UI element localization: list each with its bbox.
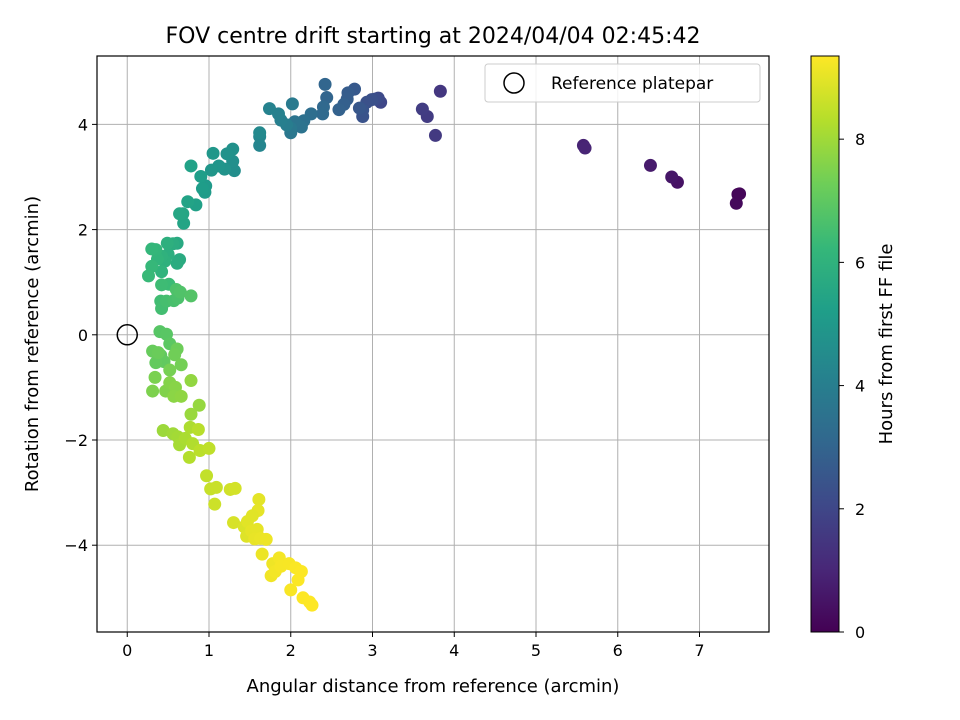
data-point	[228, 481, 242, 495]
data-point	[184, 374, 198, 388]
data-point	[151, 346, 165, 360]
legend-reference-marker	[503, 72, 525, 94]
data-point	[294, 565, 308, 579]
data-point	[318, 77, 332, 91]
colorbar: 0 2 4 6 8 Hours from first FF file	[810, 55, 897, 642]
data-point	[184, 407, 198, 421]
data-point	[332, 103, 346, 117]
data-point	[284, 583, 298, 597]
colorbar-tick-label: 2	[855, 500, 865, 519]
data-point	[191, 422, 205, 436]
y-tick-label: 4	[78, 115, 88, 134]
data-point	[146, 384, 160, 398]
data-point	[148, 370, 162, 384]
data-point	[182, 450, 196, 464]
data-point	[428, 128, 442, 142]
data-point	[253, 126, 267, 140]
colorbar-ticks: 0 2 4 6 8	[839, 130, 865, 642]
reference-platepar-marker	[116, 324, 138, 346]
x-axis-label: Angular distance from reference (arcmin)	[247, 676, 620, 697]
data-point	[173, 285, 187, 299]
colorbar-strip	[810, 55, 840, 633]
x-tick-label: 2	[286, 641, 296, 660]
x-tick-label: 4	[449, 641, 459, 660]
data-point	[433, 84, 447, 98]
data-point	[209, 480, 223, 494]
data-point	[194, 169, 208, 183]
data-points	[116, 77, 747, 612]
data-point	[227, 516, 241, 530]
legend: Reference platepar	[484, 63, 761, 103]
data-point	[170, 256, 184, 270]
colorbar-tick-label: 8	[855, 130, 865, 149]
data-point	[253, 138, 267, 152]
data-point	[220, 147, 234, 161]
grid	[97, 56, 769, 632]
data-point	[316, 107, 330, 121]
chart-title: FOV centre drift starting at 2024/04/04 …	[166, 24, 701, 49]
data-point	[206, 146, 220, 160]
x-tick-label: 6	[613, 641, 623, 660]
y-tick-label: 2	[78, 221, 88, 240]
y-tick-label: −4	[64, 536, 88, 555]
data-point	[155, 265, 169, 279]
y-axis-label: Rotation from reference (arcmin)	[22, 196, 43, 492]
data-point	[145, 242, 159, 256]
data-point	[415, 102, 429, 116]
x-tick-label: 0	[122, 641, 132, 660]
data-point	[192, 398, 206, 412]
data-point	[184, 289, 198, 303]
data-point	[174, 389, 188, 403]
data-point	[195, 182, 209, 196]
colorbar-tick-label: 0	[855, 623, 865, 642]
colorbar-label: Hours from first FF file	[876, 244, 897, 445]
data-point	[181, 195, 195, 209]
data-point	[733, 187, 747, 201]
data-point	[208, 497, 222, 511]
x-tick-label: 3	[367, 641, 377, 660]
data-point	[352, 101, 366, 115]
x-tick-label: 1	[204, 641, 214, 660]
legend-box	[484, 63, 761, 103]
data-point	[578, 141, 592, 155]
plot-frame	[96, 55, 770, 633]
x-tick-label: 5	[531, 641, 541, 660]
data-point	[173, 207, 187, 221]
data-point	[149, 356, 163, 370]
data-point	[174, 358, 188, 372]
data-point	[142, 269, 156, 283]
data-point	[259, 532, 273, 546]
data-point	[184, 159, 198, 173]
data-point	[252, 492, 266, 506]
data-point	[245, 509, 259, 523]
data-point	[204, 163, 218, 177]
data-point	[155, 278, 169, 292]
y-tick-label: 0	[78, 326, 88, 345]
data-point	[168, 348, 182, 362]
data-point	[305, 598, 319, 612]
data-point	[156, 424, 170, 438]
x-tick-label: 7	[694, 641, 704, 660]
data-point	[202, 441, 216, 455]
legend-entry-reference-platepar: Reference platepar	[551, 74, 713, 94]
data-point	[255, 547, 269, 561]
data-point	[285, 97, 299, 111]
data-point	[160, 236, 174, 250]
colorbar-tick-label: 4	[855, 377, 865, 396]
data-point	[163, 363, 177, 377]
colorbar-tick-label: 6	[855, 253, 865, 272]
data-point	[643, 158, 657, 172]
y-tick-label: −2	[64, 431, 88, 450]
data-point	[262, 102, 276, 116]
data-point	[665, 170, 679, 184]
axis-ticks: 0 1 2 3 4 5 6 7 −4 −2 0 2 4	[64, 115, 704, 660]
data-point	[200, 469, 214, 483]
